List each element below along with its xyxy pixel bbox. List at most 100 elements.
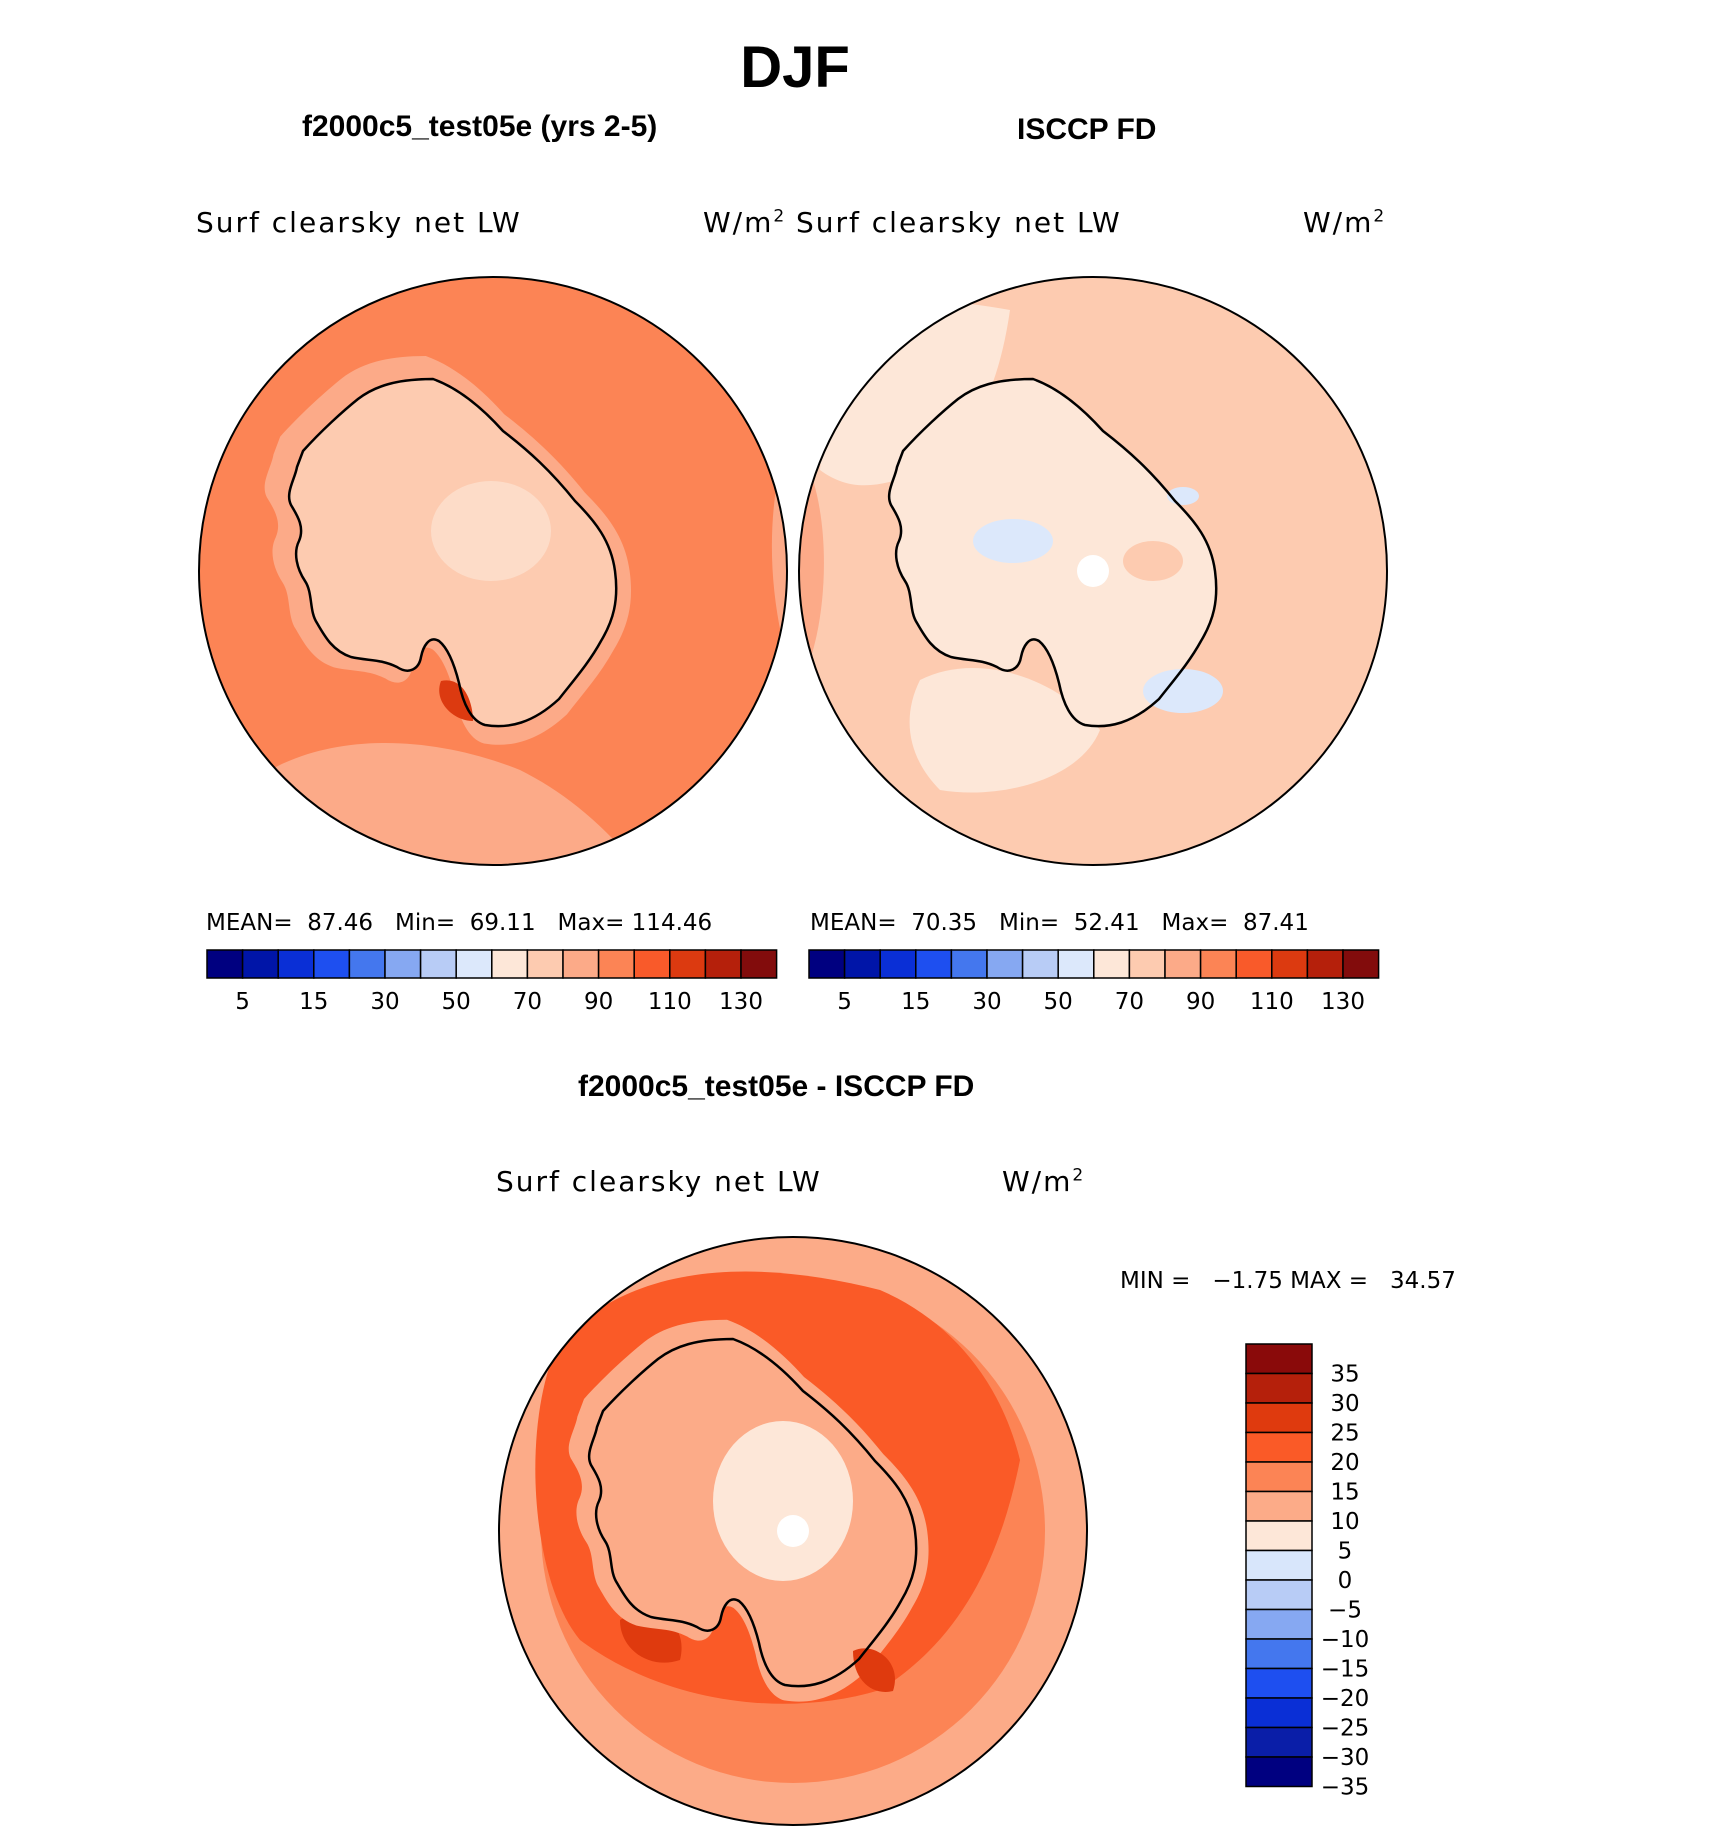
panel2-colorbar-tick-label: 70 xyxy=(1115,989,1144,1015)
figure-title: DJF xyxy=(740,35,850,100)
diff-colorbar-swatch xyxy=(1245,1579,1313,1611)
panel2-stats: MEAN= 70.35 Min= 52.41 Max= 87.41 xyxy=(810,910,1309,936)
panel1-units-sup: 2 xyxy=(773,206,787,227)
diff-local-max-3 xyxy=(853,1648,895,1692)
diff-colorbar-tick-label: 25 xyxy=(1330,1421,1359,1447)
panel2-colorbar-swatch xyxy=(1342,949,1380,979)
panel1-colorbar-tick-label: 110 xyxy=(648,989,692,1015)
panel2-colorbar-swatch xyxy=(1199,949,1237,979)
diff-colorbar-swatch xyxy=(1245,1697,1313,1729)
panel2-colorbar-swatch xyxy=(1306,949,1344,979)
panel1-colorbar-tick-label: 30 xyxy=(370,989,399,1015)
panel2-colorbar-swatch xyxy=(950,949,988,979)
panel1-units-text: W/m xyxy=(703,206,774,239)
panel1-colorbar-swatch xyxy=(419,949,457,979)
panel2-pole-hole xyxy=(1077,555,1109,587)
panel1-units: W/m2 xyxy=(703,206,786,239)
diff-colorbar-tick-label: −25 xyxy=(1321,1716,1370,1742)
panel1-colorbar-swatch xyxy=(597,949,635,979)
panel2-max-label: Max= xyxy=(1161,910,1229,936)
panel1-colorbar-swatch xyxy=(241,949,279,979)
panel2-edge-patch xyxy=(799,450,824,660)
panel2-colorbar-tick-label: 15 xyxy=(901,989,930,1015)
panel2-map-border xyxy=(798,276,1388,866)
diff-units: W/m2 xyxy=(1002,1165,1085,1198)
diff-colorbar-swatch xyxy=(1245,1490,1313,1522)
panel1-colorbar-tick-label: 130 xyxy=(719,989,763,1015)
diff-colorbar-tick-label: −15 xyxy=(1321,1657,1370,1683)
diff-units-sup: 2 xyxy=(1072,1165,1086,1186)
diff-colorbar-tick-label: 30 xyxy=(1330,1391,1359,1417)
panel1-colorbar-swatch xyxy=(384,949,422,979)
panel2-colorbar-tick-label: 50 xyxy=(1044,989,1073,1015)
panel1-colorbar-tick-label: 90 xyxy=(584,989,613,1015)
diff-colorbar-swatch xyxy=(1245,1372,1313,1404)
diff-map-border xyxy=(498,1236,1088,1826)
diff-units-text: W/m xyxy=(1002,1165,1073,1198)
diff-title: f2000c5_test05e - ISCCP FD xyxy=(578,1070,975,1103)
panel2-colorbar-tick-label: 130 xyxy=(1321,989,1365,1015)
diff-map xyxy=(499,1237,1087,1825)
diff-colorbar-swatch xyxy=(1245,1756,1313,1788)
panel1-map xyxy=(199,277,787,865)
panel1-max-value: 114.46 xyxy=(631,910,713,936)
panel2-variable: Surf clearsky net LW xyxy=(796,206,1122,239)
diff-colorbar-tick-label: 20 xyxy=(1330,1450,1359,1476)
panel2-colorbar-swatch xyxy=(879,949,917,979)
panel1-max-label: Max= xyxy=(557,910,625,936)
panel1-colorbar-swatch xyxy=(348,949,386,979)
diff-colorbar-tick-label: 35 xyxy=(1330,1362,1359,1388)
panel2-low-spot-2 xyxy=(1143,669,1223,713)
diff-colorbar-tick-label: −10 xyxy=(1321,1627,1370,1653)
panel2-colorbar-swatch xyxy=(808,949,846,979)
panel1-colorbar-swatch xyxy=(704,949,742,979)
diff-interior-fill xyxy=(713,1421,853,1581)
diff-colorbar-swatch xyxy=(1245,1431,1313,1463)
panel2-colorbar-swatch xyxy=(1021,949,1059,979)
diff-colorbar-swatch xyxy=(1245,1343,1313,1375)
diff-colorbar-swatch xyxy=(1245,1608,1313,1640)
diff-colorbar-swatch xyxy=(1245,1402,1313,1434)
diff-colorbar-tick-label: 5 xyxy=(1338,1539,1353,1565)
panel2-interior-patch xyxy=(1123,541,1183,581)
panel1-colorbar-swatch xyxy=(455,949,493,979)
diff-colorbar-swatch xyxy=(1245,1638,1313,1670)
panel2-map xyxy=(799,277,1387,865)
diff-colorbar-tick-label: −20 xyxy=(1321,1686,1370,1712)
panel2-colorbar-swatch xyxy=(1235,949,1273,979)
panel1-map-border xyxy=(198,276,788,866)
panel1-stats: MEAN= 87.46 Min= 69.11 Max= 114.46 xyxy=(206,910,712,936)
diff-stats: MIN = −1.75 MAX = 34.57 xyxy=(1120,1268,1456,1294)
panel2-colorbar-swatch xyxy=(986,949,1024,979)
panel2-mean-value: 70.35 xyxy=(911,910,978,936)
panel2-colorbar-swatch xyxy=(1128,949,1166,979)
panel2-colorbar-swatch xyxy=(1271,949,1309,979)
diff-colorbar-swatch xyxy=(1245,1520,1313,1552)
panel1-colorbar-tick-label: 15 xyxy=(299,989,328,1015)
diff-colorbar-swatch xyxy=(1245,1667,1313,1699)
panel2-colorbar-tick-label: 5 xyxy=(837,989,852,1015)
panel2-min-label: Min= xyxy=(999,910,1060,936)
diff-colorbar-tick-label: 10 xyxy=(1330,1509,1359,1535)
diff-colorbar-tick-label: −30 xyxy=(1321,1745,1370,1771)
diff-colorbar-swatch xyxy=(1245,1461,1313,1493)
panel1-interior-fill xyxy=(431,481,551,581)
panel2-colorbar-swatch xyxy=(1093,949,1131,979)
diff-colorbar-tick-label: 0 xyxy=(1338,1568,1353,1594)
panel1-colorbar-swatch xyxy=(313,949,351,979)
diff-colorbar-tick-label: 15 xyxy=(1330,1480,1359,1506)
panel1-mean-label: MEAN= xyxy=(206,910,293,936)
panel2-units-text: W/m xyxy=(1303,206,1374,239)
panel1-colorbar: 5 15 30 50 70 90 110 130 xyxy=(206,949,778,1015)
diff-colorbar-swatch xyxy=(1245,1549,1313,1581)
panel2-colorbar-swatch xyxy=(843,949,881,979)
panel1-variable: Surf clearsky net LW xyxy=(196,206,522,239)
panel2-units-sup: 2 xyxy=(1373,206,1387,227)
panel1-colorbar-swatch xyxy=(562,949,600,979)
diff-variable: Surf clearsky net LW xyxy=(496,1165,822,1198)
panel1-colorbar-swatch xyxy=(206,949,244,979)
panel1-colorbar-tick-label: 70 xyxy=(513,989,542,1015)
panel1-colorbar-tick-label: 5 xyxy=(235,989,250,1015)
panel2-units: W/m2 xyxy=(1303,206,1386,239)
